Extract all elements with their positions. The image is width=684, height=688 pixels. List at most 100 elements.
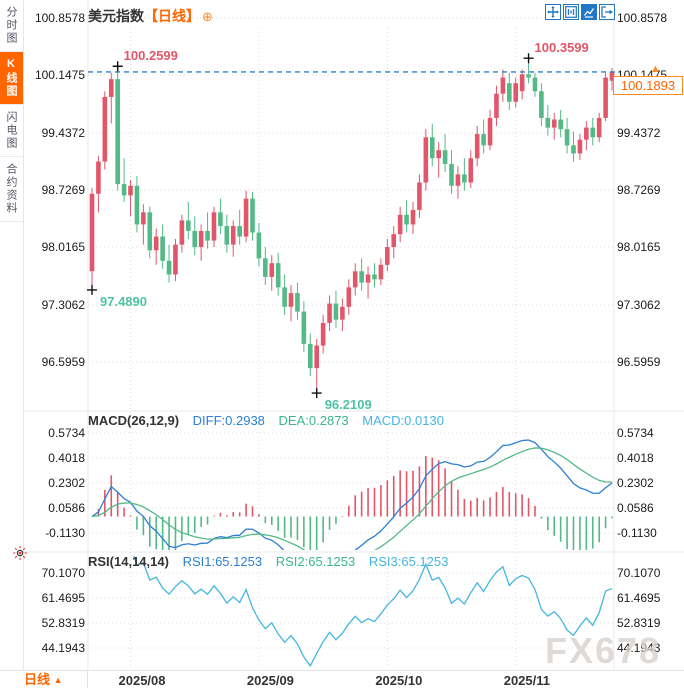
candle-body[interactable] — [327, 303, 332, 323]
candle-body[interactable] — [282, 287, 287, 307]
candle-body[interactable] — [198, 230, 204, 248]
candle-body[interactable] — [603, 77, 608, 118]
candle-body[interactable] — [532, 77, 538, 92]
candle-body[interactable] — [564, 129, 570, 146]
candle-body[interactable] — [449, 163, 454, 186]
candle-body[interactable] — [218, 212, 223, 227]
candle-body[interactable] — [365, 274, 371, 283]
candle-body[interactable] — [128, 185, 133, 196]
candle-body[interactable] — [160, 236, 165, 261]
candle-body[interactable] — [115, 79, 120, 185]
candle-body[interactable] — [513, 83, 519, 102]
sidebar-tab-kline[interactable]: K线图 — [0, 52, 23, 105]
candle-body[interactable] — [423, 137, 429, 183]
indicator-window-icon[interactable] — [563, 4, 579, 20]
candle-body[interactable] — [378, 264, 384, 280]
candle-body[interactable] — [352, 271, 358, 288]
x-axis-month-label: 2025/10 — [375, 673, 423, 688]
candle-body[interactable] — [141, 212, 146, 225]
candle-body[interactable] — [288, 293, 294, 307]
candle-body[interactable] — [397, 214, 403, 235]
candle-body[interactable] — [455, 174, 461, 186]
y-axis-label: -0.1130 — [45, 526, 85, 540]
candle-body[interactable] — [237, 226, 242, 237]
candle-body[interactable] — [346, 287, 352, 307]
candle-body[interactable] — [333, 303, 339, 320]
candle-body[interactable] — [500, 77, 506, 94]
candle-body[interactable] — [404, 214, 409, 225]
candle-body[interactable] — [494, 93, 499, 118]
add-indicator-icon[interactable]: ⊕ — [202, 9, 213, 24]
candle-body[interactable] — [295, 293, 300, 312]
candle-body[interactable] — [474, 134, 480, 159]
sidebar-tab-contract-info[interactable]: 合约资料 — [0, 157, 23, 222]
period-selector[interactable]: 日线 ▲ — [0, 671, 88, 688]
candle-body[interactable] — [307, 343, 313, 369]
candle-body[interactable] — [577, 139, 583, 154]
candle-body[interactable] — [436, 150, 441, 159]
candle-body[interactable] — [596, 117, 602, 138]
sidebar: 分时图 K线图 闪电图 合约资料 — [0, 0, 24, 670]
candle-body[interactable] — [526, 74, 531, 78]
candle-body[interactable] — [179, 220, 185, 245]
candle-body[interactable] — [551, 119, 557, 128]
candle-body[interactable] — [558, 119, 563, 130]
candle-body[interactable] — [609, 71, 615, 81]
sidebar-tab-lightning[interactable]: 闪电图 — [0, 105, 23, 157]
candle-body[interactable] — [89, 193, 95, 272]
candle-body[interactable] — [186, 220, 191, 231]
candle-body[interactable] — [314, 345, 319, 369]
candle-body[interactable] — [243, 198, 249, 237]
candle-body[interactable] — [545, 117, 551, 128]
candle-body[interactable] — [269, 263, 275, 277]
candle-body[interactable] — [539, 91, 544, 118]
sidebar-tab-timeshare[interactable]: 分时图 — [0, 0, 23, 52]
candle-body[interactable] — [166, 260, 172, 275]
candle-body[interactable] — [147, 212, 153, 251]
candle-body[interactable] — [590, 127, 596, 138]
crosshair-icon[interactable] — [545, 4, 561, 20]
candle-body[interactable] — [429, 137, 435, 159]
candle-body[interactable] — [256, 232, 262, 259]
candle-body[interactable] — [340, 306, 345, 320]
candle-body[interactable] — [385, 247, 390, 265]
bottom-bar: 日线 ▲ 2025/08 2025/09 2025/10 2025/11 — [0, 670, 684, 688]
candle-body[interactable] — [468, 158, 474, 183]
candle-body[interactable] — [134, 185, 140, 225]
candle-body[interactable] — [487, 117, 493, 146]
macd-dea-line — [91, 447, 613, 550]
alert-sun-icon[interactable] — [13, 546, 27, 565]
candle-body[interactable] — [96, 161, 101, 194]
candle-body[interactable] — [519, 74, 525, 92]
candle-body[interactable] — [442, 150, 448, 164]
candle-body[interactable] — [507, 83, 512, 102]
candle-body[interactable] — [417, 182, 422, 210]
candle-body[interactable] — [584, 127, 589, 140]
candle-body[interactable] — [359, 271, 364, 283]
candle-body[interactable] — [275, 263, 281, 288]
page-title: 美元指数【日线】 ⊕ — [88, 6, 213, 26]
candle-body[interactable] — [301, 311, 307, 344]
candle-body[interactable] — [224, 226, 230, 245]
candle-body[interactable] — [211, 212, 217, 241]
candle-body[interactable] — [153, 236, 159, 251]
candle-body[interactable] — [121, 184, 127, 196]
candle-body[interactable] — [481, 134, 486, 146]
candle-body[interactable] — [410, 209, 416, 225]
candle-body[interactable] — [250, 198, 255, 233]
chart-style-icon[interactable] — [581, 4, 597, 20]
pop-out-icon[interactable] — [599, 4, 615, 20]
candle-body[interactable] — [391, 234, 397, 248]
candle-body[interactable] — [102, 96, 108, 162]
candle-body[interactable] — [192, 230, 198, 248]
candle-body[interactable] — [372, 274, 377, 280]
candle-body[interactable] — [173, 244, 178, 275]
candle-body[interactable] — [320, 322, 326, 346]
candle-body[interactable] — [263, 258, 268, 277]
candle-body[interactable] — [571, 145, 576, 154]
candle-body[interactable] — [108, 79, 114, 97]
candle-body[interactable] — [462, 174, 467, 183]
candle-body[interactable] — [230, 226, 236, 245]
candle-body[interactable] — [205, 230, 210, 241]
